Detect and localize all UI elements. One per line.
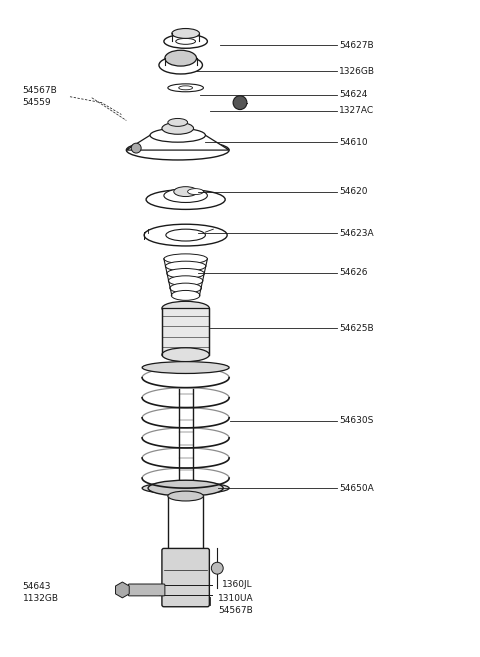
FancyBboxPatch shape [128,584,165,596]
Text: 1310UA: 1310UA [218,595,254,603]
Text: 54630S: 54630S [339,417,373,426]
Text: 54626: 54626 [339,268,367,277]
Text: 54610: 54610 [339,138,368,147]
Ellipse shape [188,189,204,194]
Ellipse shape [144,224,227,246]
Polygon shape [126,135,229,150]
Ellipse shape [171,290,200,300]
Ellipse shape [162,348,209,361]
Ellipse shape [179,86,192,90]
Ellipse shape [164,34,207,48]
Ellipse shape [168,84,204,92]
Text: 54625B: 54625B [339,323,373,332]
Ellipse shape [166,261,206,271]
Circle shape [131,143,141,153]
Ellipse shape [168,491,204,501]
Text: 1326GB: 1326GB [339,66,375,76]
Ellipse shape [148,480,223,496]
Ellipse shape [164,254,207,263]
Text: 54624: 54624 [339,90,367,99]
Ellipse shape [176,38,195,44]
Circle shape [211,562,223,574]
Ellipse shape [168,276,203,286]
Text: 54620: 54620 [339,187,367,196]
Ellipse shape [126,140,229,160]
Text: 54643: 54643 [23,583,51,591]
Text: 54627B: 54627B [339,41,373,50]
Ellipse shape [159,57,203,74]
Text: 54567B: 54567B [218,606,253,615]
Ellipse shape [168,551,204,560]
Text: 54650A: 54650A [339,484,373,493]
Text: 1327AC: 1327AC [339,106,374,115]
Text: 54567B: 54567B [23,86,57,95]
Ellipse shape [150,128,205,142]
Ellipse shape [146,190,225,210]
Ellipse shape [164,189,207,202]
Ellipse shape [142,482,229,494]
Circle shape [233,96,247,110]
Ellipse shape [166,229,205,241]
Text: 1132GB: 1132GB [23,595,59,603]
Ellipse shape [170,283,202,293]
Ellipse shape [168,118,188,126]
Ellipse shape [174,187,197,196]
Ellipse shape [142,361,229,373]
Ellipse shape [162,122,193,134]
Text: 54623A: 54623A [339,229,373,238]
Ellipse shape [172,28,200,38]
Ellipse shape [165,50,196,66]
Ellipse shape [167,269,204,279]
Text: 1360JL: 1360JL [222,579,253,589]
FancyBboxPatch shape [162,549,209,607]
Ellipse shape [162,302,209,315]
Text: 54559: 54559 [23,98,51,107]
Bar [162,308,209,355]
